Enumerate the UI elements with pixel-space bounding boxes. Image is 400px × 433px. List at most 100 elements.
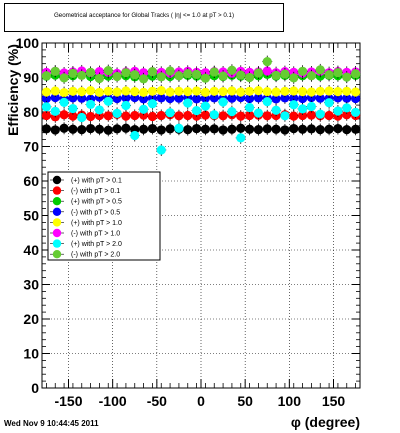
data-point xyxy=(147,123,158,134)
y-tick-label: 80 xyxy=(23,104,39,120)
data-point xyxy=(41,124,52,134)
y-tick-label: 100 xyxy=(16,35,40,51)
data-point xyxy=(191,86,202,96)
data-point xyxy=(174,123,184,133)
data-point xyxy=(165,87,175,97)
data-point xyxy=(306,124,317,134)
data-point xyxy=(156,93,166,103)
data-point xyxy=(183,98,193,108)
data-point xyxy=(297,104,308,114)
data-point xyxy=(183,69,193,79)
data-point xyxy=(103,111,113,121)
data-point xyxy=(218,111,228,121)
data-point xyxy=(112,93,122,104)
data-point xyxy=(174,86,184,96)
data-point xyxy=(209,86,219,96)
data-point xyxy=(350,124,361,134)
data-point xyxy=(183,87,193,97)
data-point xyxy=(85,67,96,77)
data-point xyxy=(41,93,52,104)
data-point xyxy=(280,111,290,121)
data-point xyxy=(324,70,334,80)
data-point xyxy=(306,101,317,112)
data-point xyxy=(121,68,131,78)
data-point xyxy=(77,124,87,135)
data-point xyxy=(315,65,325,75)
data-point xyxy=(297,124,308,134)
y-tick-label: 10 xyxy=(23,346,39,362)
data-point xyxy=(130,110,140,121)
x-tick-label: -50 xyxy=(147,393,167,409)
data-point xyxy=(236,87,246,97)
data-point xyxy=(324,86,334,96)
y-tick-label: 40 xyxy=(23,242,39,258)
data-point xyxy=(165,93,175,104)
data-point xyxy=(342,86,352,96)
legend-label: (+) with pT > 1.0 xyxy=(71,220,122,227)
y-axis-title: Efficiency (%) xyxy=(5,44,21,136)
data-point xyxy=(147,111,158,122)
data-point xyxy=(342,103,352,113)
axis-ticks: 0 10 20 30 40 50 60 70 80 90 100 -150 -100 -50 0 50 100 1… xyxy=(16,35,360,409)
data-point xyxy=(342,110,352,120)
data-point xyxy=(94,124,105,134)
data-point xyxy=(324,98,334,108)
data-point xyxy=(218,87,228,97)
data-point xyxy=(138,104,149,114)
data-point xyxy=(253,124,264,135)
data-point xyxy=(244,93,255,104)
legend-marker xyxy=(52,250,62,259)
data-point xyxy=(41,71,52,81)
data-point xyxy=(156,72,166,82)
legend-label: (+) with pT > 0.1 xyxy=(71,178,122,185)
data-point xyxy=(121,123,131,133)
x-tick-label: 100 xyxy=(278,393,302,409)
data-point xyxy=(289,100,299,110)
legend-label: (+) with pT > 0.5 xyxy=(71,199,122,206)
data-point xyxy=(289,123,299,134)
series-5 xyxy=(41,84,361,99)
data-point xyxy=(236,123,246,133)
data-point xyxy=(94,105,105,115)
data-point xyxy=(85,111,96,122)
data-point xyxy=(174,71,184,81)
data-point xyxy=(342,93,352,103)
legend-marker xyxy=(52,239,62,248)
data-point xyxy=(209,93,219,103)
data-point xyxy=(227,93,237,103)
data-point xyxy=(280,86,290,96)
data-point xyxy=(297,110,308,121)
data-point xyxy=(315,93,325,103)
data-point xyxy=(191,123,202,134)
timestamp-footer: Wed Nov 9 10:44:45 2011 xyxy=(4,419,99,428)
data-point xyxy=(77,87,87,97)
data-point xyxy=(350,69,361,79)
data-point xyxy=(289,111,299,121)
data-point xyxy=(280,93,290,103)
data-point xyxy=(271,94,281,104)
data-point xyxy=(103,86,113,96)
data-point xyxy=(156,145,166,155)
x-tick-label: 50 xyxy=(237,393,253,409)
data-point xyxy=(174,93,184,103)
data-point xyxy=(350,87,361,97)
data-point xyxy=(183,110,193,121)
data-point xyxy=(253,86,264,96)
data-point xyxy=(165,66,175,76)
data-point xyxy=(244,72,255,83)
y-tick-label: 30 xyxy=(23,277,39,293)
data-point xyxy=(209,110,219,120)
y-tick-label: 20 xyxy=(23,311,39,327)
data-point xyxy=(191,94,202,104)
data-point xyxy=(227,65,237,75)
data-point xyxy=(244,124,255,134)
data-point xyxy=(121,93,131,103)
data-point xyxy=(297,66,308,76)
legend-marker xyxy=(52,175,62,185)
data-point xyxy=(209,124,219,134)
data-point xyxy=(121,86,131,96)
x-tick-label: 150 xyxy=(322,393,346,409)
data-point xyxy=(262,124,272,134)
data-point xyxy=(85,123,96,134)
